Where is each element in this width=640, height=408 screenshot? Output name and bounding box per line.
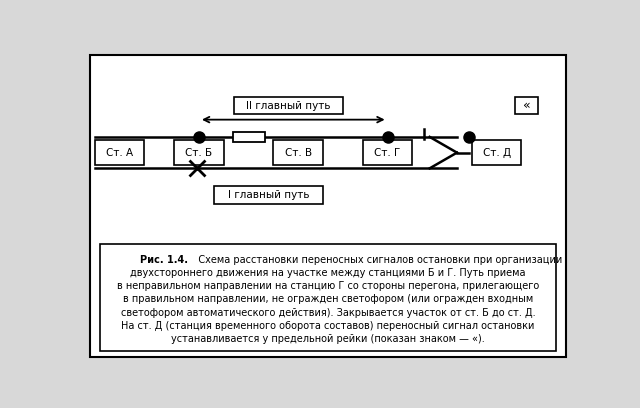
FancyBboxPatch shape: [515, 97, 538, 114]
FancyBboxPatch shape: [174, 140, 224, 165]
FancyBboxPatch shape: [90, 55, 566, 357]
FancyBboxPatch shape: [472, 140, 522, 165]
Text: светофором автоматического действия). Закрывается участок от ст. Б до ст. Д.: светофором автоматического действия). За…: [121, 308, 535, 317]
Text: На ст. Д (станция временного оборота составов) переносный сигнал остановки: На ст. Д (станция временного оборота сос…: [122, 321, 534, 331]
Text: I главный путь: I главный путь: [228, 190, 309, 200]
Text: Схема расстановки переносных сигналов остановки при организации: Схема расстановки переносных сигналов ос…: [189, 255, 563, 265]
Text: в неправильном направлении на станцию Г со стороны перегона, прилегающего: в неправильном направлении на станцию Г …: [117, 281, 539, 291]
Text: двухстороннего движения на участке между станциями Б и Г. Путь приема: двухстороннего движения на участке между…: [131, 268, 525, 278]
FancyBboxPatch shape: [363, 140, 412, 165]
FancyBboxPatch shape: [95, 140, 145, 165]
Text: Ст. А: Ст. А: [106, 148, 133, 157]
Text: в правильном направлении, не огражден светофором (или огражден входным: в правильном направлении, не огражден св…: [123, 294, 533, 304]
FancyBboxPatch shape: [234, 97, 343, 114]
FancyBboxPatch shape: [100, 244, 556, 350]
Text: Ст. Б: Ст. Б: [186, 148, 212, 157]
Text: Ст. Г: Ст. Г: [374, 148, 401, 157]
Text: «: «: [523, 99, 530, 112]
Text: Рис. 1.4.: Рис. 1.4.: [140, 255, 188, 265]
FancyBboxPatch shape: [232, 132, 265, 142]
FancyBboxPatch shape: [273, 140, 323, 165]
Text: Ст. В: Ст. В: [285, 148, 312, 157]
FancyBboxPatch shape: [214, 186, 323, 204]
Text: Ст. Д: Ст. Д: [483, 148, 511, 157]
Text: II главный путь: II главный путь: [246, 100, 331, 111]
Text: устанавливается у предельной рейки (показан знаком — «).: устанавливается у предельной рейки (пока…: [171, 334, 485, 344]
